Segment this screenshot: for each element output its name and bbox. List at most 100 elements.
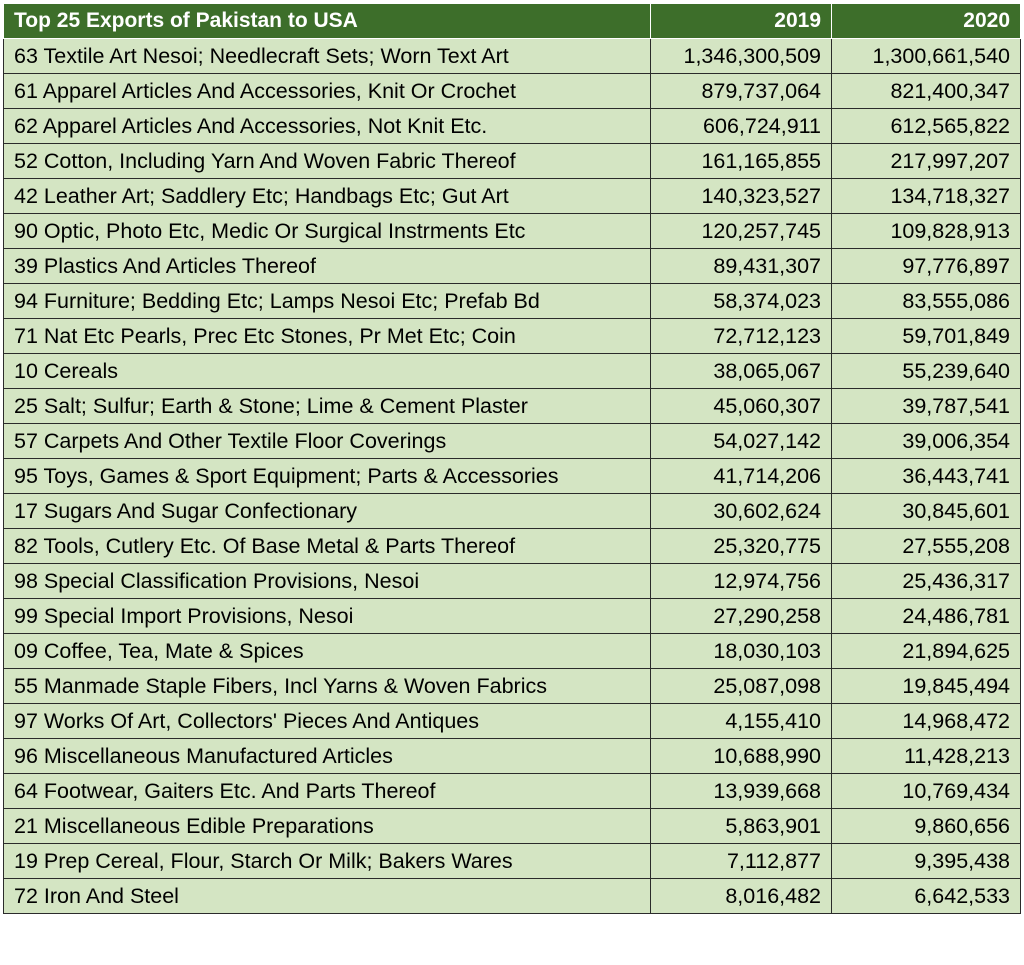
row-label: 61 Apparel Articles And Accessories, Kni… <box>3 73 651 109</box>
value-2020: 36,443,741 <box>831 458 1021 494</box>
exports-table: Top 25 Exports of Pakistan to USA 2019 2… <box>3 3 1021 914</box>
row-label: 39 Plastics And Articles Thereof <box>3 248 651 284</box>
value-2019: 58,374,023 <box>650 283 832 319</box>
row-label: 21 Miscellaneous Edible Preparations <box>3 808 651 844</box>
row-label: 72 Iron And Steel <box>3 878 651 914</box>
table-row: 10 Cereals 38,065,067 55,239,640 <box>3 353 1021 389</box>
row-label: 64 Footwear, Gaiters Etc. And Parts Ther… <box>3 773 651 809</box>
table-row: 97 Works Of Art, Collectors' Pieces And … <box>3 703 1021 739</box>
value-2020: 24,486,781 <box>831 598 1021 634</box>
row-label: 17 Sugars And Sugar Confectionary <box>3 493 651 529</box>
table-row: 72 Iron And Steel 8,016,482 6,642,533 <box>3 878 1021 914</box>
value-2019: 25,087,098 <box>650 668 832 704</box>
value-2019: 89,431,307 <box>650 248 832 284</box>
table-row: 42 Leather Art; Saddlery Etc; Handbags E… <box>3 178 1021 214</box>
value-2019: 38,065,067 <box>650 353 832 389</box>
value-2019: 54,027,142 <box>650 423 832 459</box>
column-header-2019: 2019 <box>650 3 832 39</box>
value-2019: 120,257,745 <box>650 213 832 249</box>
value-2019: 27,290,258 <box>650 598 832 634</box>
value-2020: 55,239,640 <box>831 353 1021 389</box>
value-2020: 9,860,656 <box>831 808 1021 844</box>
value-2019: 879,737,064 <box>650 73 832 109</box>
row-label: 82 Tools, Cutlery Etc. Of Base Metal & P… <box>3 528 651 564</box>
table-row: 99 Special Import Provisions, Nesoi 27,29… <box>3 598 1021 634</box>
row-label: 97 Works Of Art, Collectors' Pieces And … <box>3 703 651 739</box>
value-2020: 9,395,438 <box>831 843 1021 879</box>
value-2020: 109,828,913 <box>831 213 1021 249</box>
row-label: 19 Prep Cereal, Flour, Starch Or Milk; B… <box>3 843 651 879</box>
table-row: 52 Cotton, Including Yarn And Woven Fabr… <box>3 143 1021 179</box>
value-2019: 7,112,877 <box>650 843 832 879</box>
table-row: 98 Special Classification Provisions, Ne… <box>3 563 1021 599</box>
table-row: 82 Tools, Cutlery Etc. Of Base Metal & P… <box>3 528 1021 564</box>
row-label: 42 Leather Art; Saddlery Etc; Handbags E… <box>3 178 651 214</box>
header-row: Top 25 Exports of Pakistan to USA 2019 2… <box>3 3 1021 39</box>
table-row: 39 Plastics And Articles Thereof 89,431,3… <box>3 248 1021 284</box>
value-2020: 6,642,533 <box>831 878 1021 914</box>
table-title: Top 25 Exports of Pakistan to USA <box>3 3 651 39</box>
value-2019: 606,724,911 <box>650 108 832 144</box>
table-row: 19 Prep Cereal, Flour, Starch Or Milk; B… <box>3 843 1021 879</box>
table-row: 09 Coffee, Tea, Mate & Spices 18,030,103 2… <box>3 633 1021 669</box>
table-row: 64 Footwear, Gaiters Etc. And Parts Ther… <box>3 773 1021 809</box>
table-row: 57 Carpets And Other Textile Floor Cover… <box>3 423 1021 459</box>
value-2020: 10,769,434 <box>831 773 1021 809</box>
value-2020: 27,555,208 <box>831 528 1021 564</box>
value-2020: 39,006,354 <box>831 423 1021 459</box>
value-2019: 45,060,307 <box>650 388 832 424</box>
table-row: 63 Textile Art Nesoi; Needlecraft Sets; … <box>3 38 1021 74</box>
value-2020: 217,997,207 <box>831 143 1021 179</box>
row-label: 98 Special Classification Provisions, Ne… <box>3 563 651 599</box>
table-row: 90 Optic, Photo Etc, Medic Or Surgical I… <box>3 213 1021 249</box>
row-label: 95 Toys, Games & Sport Equipment; Parts … <box>3 458 651 494</box>
table-row: 21 Miscellaneous Edible Preparations 5,86… <box>3 808 1021 844</box>
value-2020: 39,787,541 <box>831 388 1021 424</box>
row-label: 99 Special Import Provisions, Nesoi <box>3 598 651 634</box>
value-2019: 140,323,527 <box>650 178 832 214</box>
value-2019: 12,974,756 <box>650 563 832 599</box>
table-row: 95 Toys, Games & Sport Equipment; Parts … <box>3 458 1021 494</box>
value-2020: 134,718,327 <box>831 178 1021 214</box>
table-row: 94 Furniture; Bedding Etc; Lamps Nesoi E… <box>3 283 1021 319</box>
value-2019: 10,688,990 <box>650 738 832 774</box>
value-2020: 612,565,822 <box>831 108 1021 144</box>
value-2020: 11,428,213 <box>831 738 1021 774</box>
row-label: 63 Textile Art Nesoi; Needlecraft Sets; … <box>3 38 651 74</box>
row-label: 55 Manmade Staple Fibers, Incl Yarns & W… <box>3 668 651 704</box>
table-row: 25 Salt; Sulfur; Earth & Stone; Lime & C… <box>3 388 1021 424</box>
value-2019: 41,714,206 <box>650 458 832 494</box>
table-row: 96 Miscellaneous Manufactured Articles 10… <box>3 738 1021 774</box>
value-2019: 4,155,410 <box>650 703 832 739</box>
value-2020: 59,701,849 <box>831 318 1021 354</box>
table-row: 62 Apparel Articles And Accessories, Not… <box>3 108 1021 144</box>
table-row: 61 Apparel Articles And Accessories, Kni… <box>3 73 1021 109</box>
value-2020: 1,300,661,540 <box>831 38 1021 74</box>
value-2020: 83,555,086 <box>831 283 1021 319</box>
column-header-2020: 2020 <box>831 3 1021 39</box>
value-2020: 30,845,601 <box>831 493 1021 529</box>
value-2019: 8,016,482 <box>650 878 832 914</box>
value-2019: 13,939,668 <box>650 773 832 809</box>
table-row: 55 Manmade Staple Fibers, Incl Yarns & W… <box>3 668 1021 704</box>
table-row: 71 Nat Etc Pearls, Prec Etc Stones, Pr M… <box>3 318 1021 354</box>
value-2019: 72,712,123 <box>650 318 832 354</box>
row-label: 57 Carpets And Other Textile Floor Cover… <box>3 423 651 459</box>
value-2020: 821,400,347 <box>831 73 1021 109</box>
table-row: 17 Sugars And Sugar Confectionary 30,602,… <box>3 493 1021 529</box>
exports-table-container: Top 25 Exports of Pakistan to USA 2019 2… <box>3 3 1021 962</box>
row-label: 96 Miscellaneous Manufactured Articles <box>3 738 651 774</box>
value-2020: 21,894,625 <box>831 633 1021 669</box>
row-label: 09 Coffee, Tea, Mate & Spices <box>3 633 651 669</box>
row-label: 52 Cotton, Including Yarn And Woven Fabr… <box>3 143 651 179</box>
value-2019: 30,602,624 <box>650 493 832 529</box>
row-label: 62 Apparel Articles And Accessories, Not… <box>3 108 651 144</box>
value-2019: 18,030,103 <box>650 633 832 669</box>
value-2020: 25,436,317 <box>831 563 1021 599</box>
row-label: 94 Furniture; Bedding Etc; Lamps Nesoi E… <box>3 283 651 319</box>
value-2019: 161,165,855 <box>650 143 832 179</box>
value-2019: 5,863,901 <box>650 808 832 844</box>
table-body: 63 Textile Art Nesoi; Needlecraft Sets; … <box>3 38 1021 914</box>
row-label: 71 Nat Etc Pearls, Prec Etc Stones, Pr M… <box>3 318 651 354</box>
value-2020: 19,845,494 <box>831 668 1021 704</box>
